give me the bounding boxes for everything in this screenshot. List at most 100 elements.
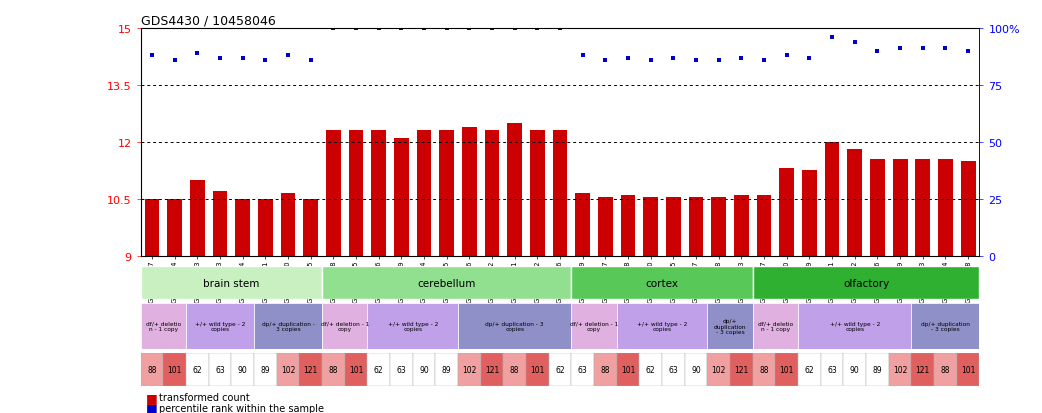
Bar [752,353,775,386]
Text: 89: 89 [260,365,270,374]
Text: dp/+ duplication -
3 copies: dp/+ duplication - 3 copies [262,321,315,332]
Bar [734,195,749,256]
Bar [322,353,345,386]
Bar [213,192,227,256]
Bar [662,353,685,386]
Bar [779,169,794,256]
Bar [961,161,975,256]
Text: 101: 101 [530,365,545,374]
Text: 63: 63 [397,365,406,374]
Text: dp/+
duplication
- 3 copies: dp/+ duplication - 3 copies [714,318,746,335]
Bar [208,353,231,386]
Text: 102: 102 [463,365,476,374]
Text: 121: 121 [485,365,499,374]
Text: 88: 88 [600,365,611,374]
Bar [870,159,885,256]
Text: +/+ wild type - 2
copies: +/+ wild type - 2 copies [388,321,438,332]
Text: dp/+ duplication
- 3 copies: dp/+ duplication - 3 copies [921,321,970,332]
Bar [390,353,413,386]
Bar [507,123,522,256]
Bar [345,353,368,386]
Bar [617,353,640,386]
Bar [798,353,821,386]
Text: 90: 90 [691,365,701,374]
Text: dp/+ duplication - 3
copies: dp/+ duplication - 3 copies [486,321,544,332]
Bar [458,304,571,349]
Bar [598,197,613,256]
Bar [326,131,341,256]
Bar [802,171,817,256]
Bar [775,353,798,386]
Bar [145,199,159,256]
Bar [190,180,204,256]
Text: 102: 102 [281,365,295,374]
Text: 62: 62 [804,365,814,374]
Text: cerebellum: cerebellum [418,278,476,288]
Text: 121: 121 [303,365,318,374]
Text: 63: 63 [578,365,588,374]
Bar [526,353,549,386]
Bar [756,195,771,256]
Text: 62: 62 [193,365,202,374]
Bar [141,353,164,386]
Text: df/+ deletio
n - 1 copy: df/+ deletio n - 1 copy [758,321,793,332]
Text: +/+ wild type - 2
copies: +/+ wild type - 2 copies [829,321,880,332]
Bar [640,353,662,386]
Bar [322,266,571,299]
Bar [821,353,843,386]
Bar [141,266,322,299]
Bar [303,199,318,256]
Bar [235,199,250,256]
Bar [413,353,436,386]
Bar [957,353,979,386]
Bar [643,197,659,256]
Bar [843,353,866,386]
Text: df/+ deletio
n - 1 copy: df/+ deletio n - 1 copy [146,321,181,332]
Bar [258,199,273,256]
Text: ■: ■ [146,391,157,404]
Text: 62: 62 [555,365,565,374]
Bar [575,194,590,256]
Text: 90: 90 [238,365,248,374]
Bar [187,353,208,386]
Text: 88: 88 [760,365,769,374]
Bar [708,304,752,349]
Bar [938,159,952,256]
Bar [417,131,431,256]
Text: df/+ deletion - 1
copy: df/+ deletion - 1 copy [321,321,369,332]
Text: df/+ deletion - 1
copy: df/+ deletion - 1 copy [570,321,618,332]
Bar [617,304,708,349]
Text: 101: 101 [349,365,364,374]
Bar [277,353,299,386]
Text: 101: 101 [961,365,975,374]
Text: brain stem: brain stem [203,278,259,288]
Bar [462,127,477,256]
Bar [436,353,458,386]
Text: GDS4430 / 10458046: GDS4430 / 10458046 [141,15,275,28]
Bar [280,194,295,256]
Text: 89: 89 [872,365,883,374]
Bar [666,197,680,256]
Text: 101: 101 [168,365,182,374]
Bar [254,353,277,386]
Bar [485,131,499,256]
Bar [368,353,390,386]
Text: transformed count: transformed count [159,392,250,402]
Bar [368,304,458,349]
Bar [893,159,908,256]
Bar [480,353,503,386]
Bar [916,159,931,256]
Text: 101: 101 [779,365,794,374]
Text: 102: 102 [712,365,726,374]
Text: 63: 63 [827,365,837,374]
Text: 88: 88 [328,365,338,374]
Bar [912,353,934,386]
Bar [621,195,636,256]
Bar [458,353,480,386]
Text: +/+ wild type - 2
copies: +/+ wild type - 2 copies [195,321,245,332]
Bar [889,353,912,386]
Bar [371,131,387,256]
Text: 90: 90 [850,365,860,374]
Text: 62: 62 [374,365,383,374]
Bar [912,304,979,349]
